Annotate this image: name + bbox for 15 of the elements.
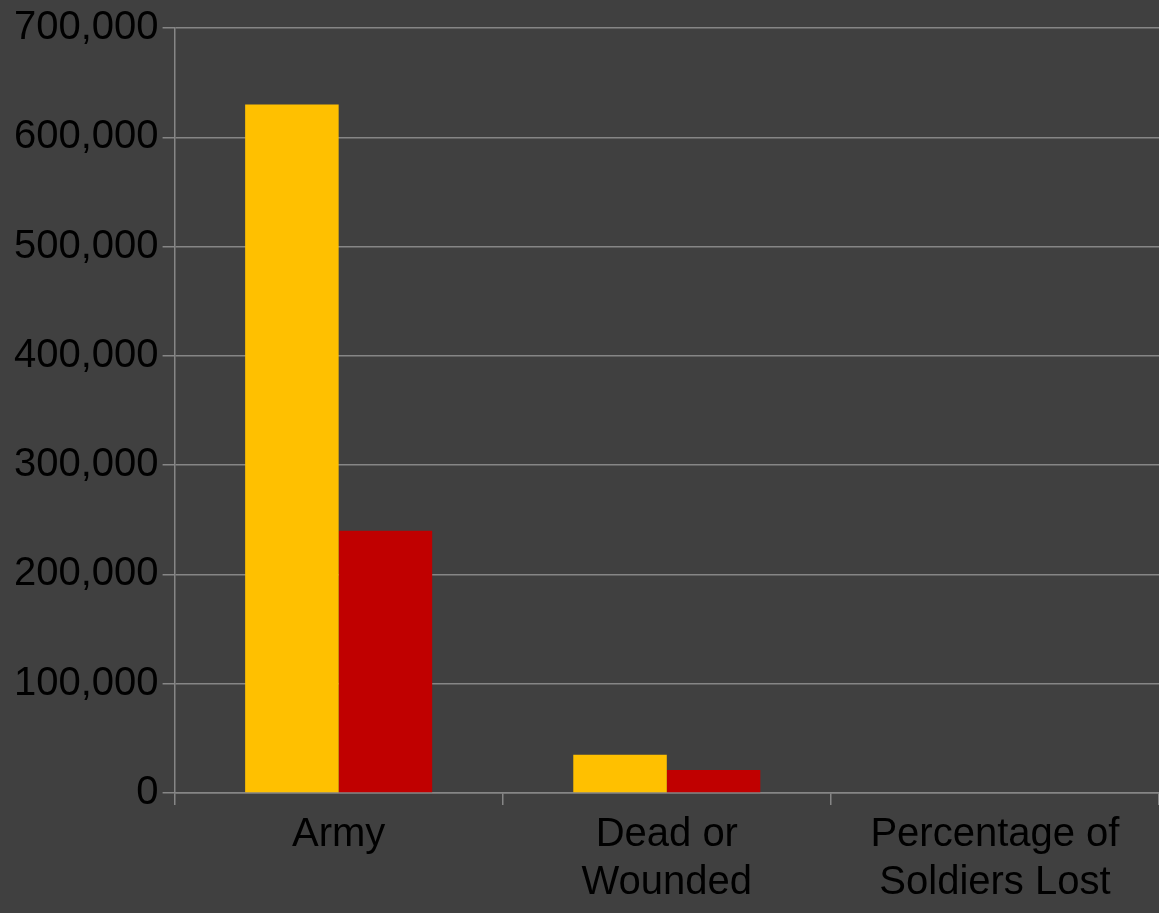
bar bbox=[245, 104, 339, 793]
bar bbox=[573, 754, 667, 793]
y-tick-label: 400,000 bbox=[14, 330, 159, 375]
y-tick-label: 500,000 bbox=[14, 221, 159, 266]
x-tick-label: Dead or Wounded bbox=[581, 810, 753, 903]
y-tick-label: 700,000 bbox=[14, 3, 159, 48]
bar bbox=[666, 770, 761, 793]
y-tick-label: 0 bbox=[136, 768, 159, 813]
y-tick-label: 300,000 bbox=[14, 440, 159, 485]
x-tick-label: Percentage of Soldiers Lost bbox=[870, 810, 1121, 903]
bar bbox=[338, 530, 433, 793]
x-tick-label: Army bbox=[291, 810, 386, 855]
y-tick-label: 600,000 bbox=[14, 112, 159, 157]
y-tick-label: 100,000 bbox=[14, 658, 159, 703]
y-tick-label: 200,000 bbox=[14, 549, 159, 594]
